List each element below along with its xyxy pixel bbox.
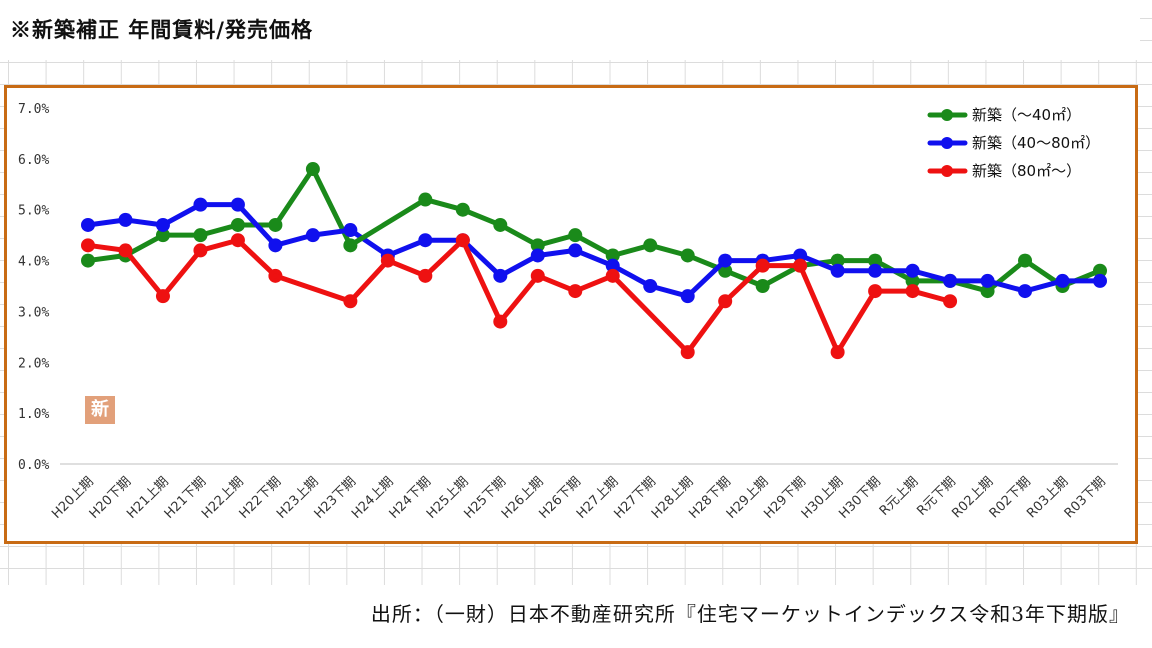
data-point <box>1018 253 1033 268</box>
data-point <box>193 197 208 212</box>
data-point <box>643 238 658 253</box>
data-point <box>1018 284 1033 299</box>
data-point <box>530 238 545 253</box>
data-point <box>493 314 508 329</box>
page-title: ※新築補正 年間賃料/発売価格 <box>10 17 313 42</box>
footer-area <box>0 585 1152 648</box>
data-point <box>118 243 133 258</box>
legend-label: 新築（80㎡～） <box>972 162 1081 180</box>
data-point <box>81 253 95 268</box>
series-line <box>85 202 1103 299</box>
data-point <box>418 233 433 248</box>
legend-label: 新築（～40㎡） <box>972 106 1081 124</box>
data-point <box>943 294 958 309</box>
data-point <box>193 228 208 243</box>
data-point <box>643 279 658 293</box>
series-line-bridge <box>610 273 691 355</box>
y-tick-label: 7.0% <box>18 102 49 117</box>
data-point <box>868 284 883 299</box>
data-point <box>755 258 770 273</box>
new-build-badge: 新 <box>85 396 115 424</box>
data-point <box>493 268 508 283</box>
data-point <box>680 289 695 304</box>
data-point <box>830 253 845 268</box>
data-point <box>81 217 95 232</box>
data-point <box>605 248 620 263</box>
data-point <box>343 223 358 238</box>
data-point <box>755 279 770 293</box>
data-point <box>1093 263 1107 278</box>
data-point <box>868 263 883 278</box>
data-point <box>1093 273 1107 288</box>
data-point <box>305 228 320 243</box>
series-line <box>85 237 278 299</box>
chart-frame[interactable] <box>4 85 1138 544</box>
x-tick-label: R元上期 <box>877 474 922 519</box>
legend-marker <box>941 165 953 177</box>
data-point <box>980 273 995 288</box>
data-point <box>155 217 170 232</box>
header-area <box>0 0 1140 60</box>
y-tick-label: 4.0% <box>18 255 49 270</box>
data-point <box>568 243 583 258</box>
legend-marker <box>941 137 953 149</box>
data-point <box>830 263 845 278</box>
data-point <box>868 253 883 268</box>
series-line-bridge <box>272 273 353 304</box>
data-point <box>455 202 470 217</box>
data-point <box>493 217 508 232</box>
data-point <box>793 248 808 263</box>
source-note: 出所：（一財）日本不動産研究所『住宅マーケットインデックス令和3年下期版』 <box>370 602 1130 626</box>
data-point <box>943 273 958 288</box>
data-point <box>1055 273 1070 288</box>
data-point <box>268 217 283 232</box>
data-point <box>380 253 395 268</box>
data-point <box>568 228 583 243</box>
data-point <box>718 253 733 268</box>
series-line <box>422 197 1103 294</box>
data-point <box>905 263 920 278</box>
y-tick-label: 1.0% <box>18 407 49 422</box>
data-point <box>605 258 620 273</box>
data-point <box>81 238 95 253</box>
y-tick-label: 5.0% <box>18 204 49 219</box>
legend-label: 新築（40～80㎡） <box>972 134 1100 152</box>
data-point <box>718 294 733 309</box>
data-point <box>155 228 170 243</box>
series-line-bridge <box>347 197 428 248</box>
legend-marker <box>941 109 953 121</box>
data-point <box>793 258 808 273</box>
data-point <box>418 268 433 283</box>
data-point <box>905 284 920 299</box>
data-point <box>230 233 245 248</box>
data-point <box>530 248 545 263</box>
data-point <box>680 248 695 263</box>
data-point <box>230 197 245 212</box>
y-tick-label: 3.0% <box>18 305 49 320</box>
data-point <box>193 243 208 258</box>
data-point <box>980 284 995 299</box>
y-tick-label: 0.0% <box>18 458 49 473</box>
data-point <box>830 345 845 360</box>
y-tick-label: 2.0% <box>18 356 49 371</box>
data-point <box>455 233 470 248</box>
data-point <box>268 238 283 253</box>
data-point <box>305 162 320 177</box>
data-point <box>155 289 170 304</box>
data-point <box>905 273 920 288</box>
y-tick-label: 6.0% <box>18 153 49 168</box>
data-point <box>118 212 133 227</box>
data-point <box>530 268 545 283</box>
x-tick-label: R03下期 <box>1062 474 1109 521</box>
x-tick-label: H30下期 <box>836 474 884 522</box>
data-point <box>568 284 583 299</box>
data-point <box>230 217 245 232</box>
